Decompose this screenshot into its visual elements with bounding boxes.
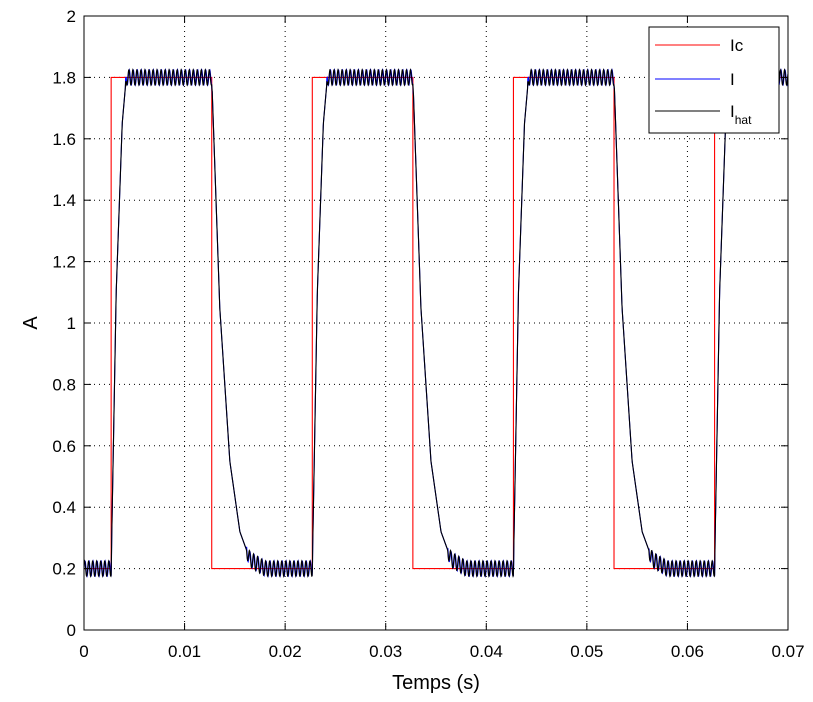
series-line-ic xyxy=(84,76,788,570)
legend-box xyxy=(648,26,780,134)
x-tick-label: 0.06 xyxy=(671,642,704,661)
legend-label-i: I xyxy=(730,70,735,89)
y-axis-label: A xyxy=(20,316,42,330)
x-tick-label: 0.04 xyxy=(470,642,503,661)
legend: Ic I Ihat xyxy=(648,26,780,134)
x-tick-label: 0 xyxy=(79,642,88,661)
legend-label-ic: Ic xyxy=(730,36,744,55)
y-tick-label: 0.2 xyxy=(52,560,76,579)
legend-label-ihat-main: I xyxy=(730,102,735,121)
x-axis-label: Temps (s) xyxy=(392,672,480,694)
x-tick-label: 0.07 xyxy=(771,642,804,661)
series-line-i-hat xyxy=(83,68,789,578)
y-tick-label: 1.2 xyxy=(52,253,76,272)
tick-labels: 0 0.01 0.02 0.03 0.04 0.05 0.06 0.07 0 0.2 0.4 0.6 0… xyxy=(52,7,804,661)
y-tick-label: 0.4 xyxy=(52,498,76,517)
y-tick-label: 1 xyxy=(67,314,76,333)
x-tick-label: 0.05 xyxy=(570,642,603,661)
y-tick-label: 0.6 xyxy=(52,437,76,456)
x-tick-label: 0.02 xyxy=(269,642,302,661)
series-layer xyxy=(83,68,789,578)
legend-label-ihat: Ihat xyxy=(730,102,752,127)
ticks xyxy=(83,15,789,631)
x-tick-label: 0.03 xyxy=(369,642,402,661)
y-tick-label: 1.4 xyxy=(52,191,76,210)
y-tick-label: 0.8 xyxy=(52,375,76,394)
y-tick-label: 1.6 xyxy=(52,130,76,149)
legend-label-ihat-sub: hat xyxy=(735,113,752,127)
y-tick-label: 1.8 xyxy=(52,68,76,87)
y-tick-label: 2 xyxy=(67,7,76,26)
y-tick-label: 0 xyxy=(67,621,76,640)
x-tick-label: 0.01 xyxy=(168,642,201,661)
